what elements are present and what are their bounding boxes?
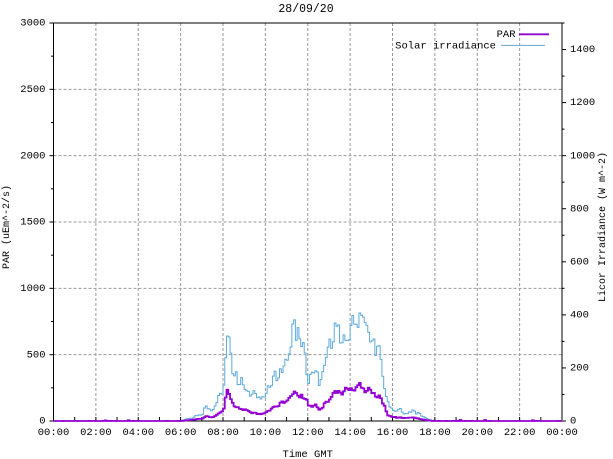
svg-text:1000: 1000 bbox=[20, 283, 45, 295]
svg-text:800: 800 bbox=[570, 203, 589, 215]
svg-text:0: 0 bbox=[39, 416, 45, 428]
svg-text:400: 400 bbox=[570, 309, 589, 321]
svg-text:3000: 3000 bbox=[20, 18, 45, 30]
svg-text:04:00: 04:00 bbox=[122, 427, 154, 439]
svg-text:500: 500 bbox=[27, 349, 46, 361]
svg-text:1400: 1400 bbox=[570, 44, 595, 56]
svg-text:18:00: 18:00 bbox=[419, 427, 451, 439]
svg-text:PAR (uEm^-2/s): PAR (uEm^-2/s) bbox=[1, 185, 13, 269]
svg-text:22:00: 22:00 bbox=[504, 427, 536, 439]
svg-text:1500: 1500 bbox=[20, 217, 45, 229]
svg-text:16:00: 16:00 bbox=[377, 427, 409, 439]
svg-text:600: 600 bbox=[570, 256, 589, 268]
svg-text:2500: 2500 bbox=[20, 84, 45, 96]
svg-text:00:00: 00:00 bbox=[546, 427, 578, 439]
svg-text:12:00: 12:00 bbox=[292, 427, 324, 439]
svg-text:1200: 1200 bbox=[570, 97, 595, 109]
svg-text:Solar irradiance: Solar irradiance bbox=[395, 40, 496, 52]
svg-text:200: 200 bbox=[570, 363, 589, 375]
svg-text:2000: 2000 bbox=[20, 150, 45, 162]
svg-text:PAR: PAR bbox=[497, 29, 517, 41]
svg-text:0: 0 bbox=[570, 416, 576, 428]
svg-text:20:00: 20:00 bbox=[461, 427, 493, 439]
svg-text:10:00: 10:00 bbox=[250, 427, 282, 439]
svg-text:08:00: 08:00 bbox=[207, 427, 239, 439]
svg-text:1000: 1000 bbox=[570, 150, 595, 162]
svg-text:28/09/20: 28/09/20 bbox=[278, 3, 333, 16]
svg-text:02:00: 02:00 bbox=[80, 427, 112, 439]
svg-text:Time GMT: Time GMT bbox=[283, 449, 333, 459]
svg-text:Licor Irradiance (W m^-2): Licor Irradiance (W m^-2) bbox=[597, 152, 609, 302]
svg-text:00:00: 00:00 bbox=[38, 427, 70, 439]
svg-text:14:00: 14:00 bbox=[334, 427, 366, 439]
svg-text:06:00: 06:00 bbox=[165, 427, 197, 439]
